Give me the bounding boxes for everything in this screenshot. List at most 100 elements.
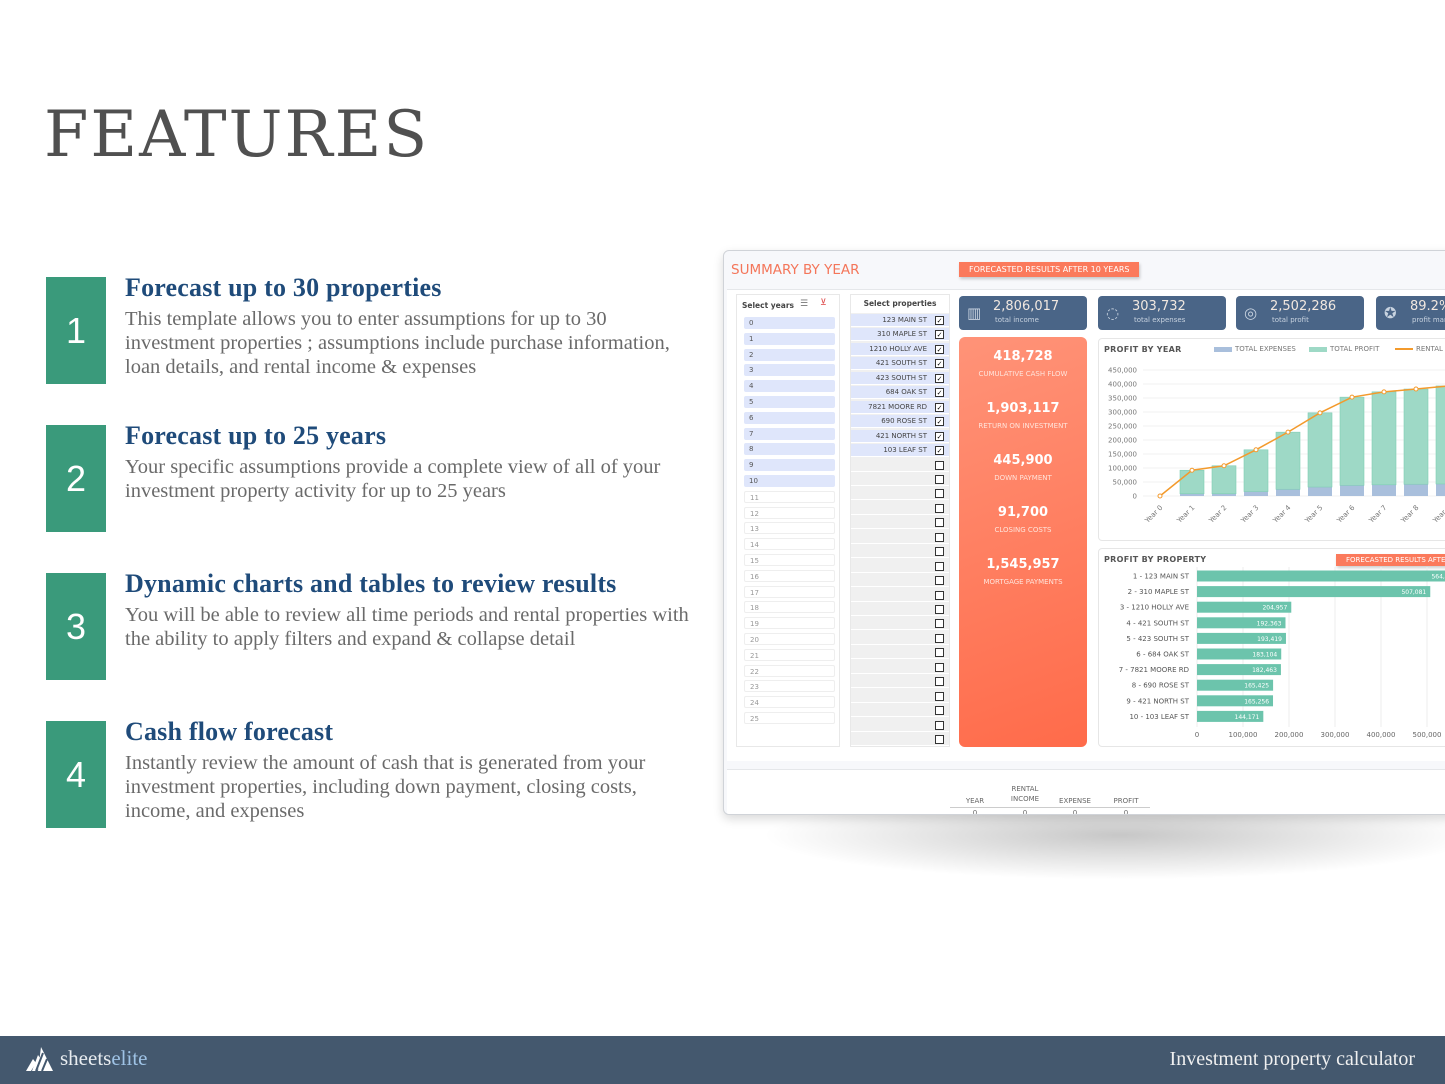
year-option[interactable]: 25 <box>744 712 835 724</box>
unchecked-checkbox-icon[interactable] <box>935 720 944 730</box>
unchecked-checkbox-icon[interactable] <box>935 460 944 470</box>
property-option[interactable]: 310 MAPLE ST ✓ <box>851 328 949 342</box>
year-option[interactable]: 14 <box>744 538 835 551</box>
x-tick-label: Year 2 <box>1207 504 1229 526</box>
property-option[interactable]: 1210 HOLLY AVE ✓ <box>851 342 949 356</box>
unchecked-checkbox-icon[interactable] <box>935 503 944 513</box>
year-option[interactable]: 0 <box>744 317 835 329</box>
property-option[interactable] <box>851 646 949 660</box>
footer: sheetselite Investment property calculat… <box>0 1036 1445 1084</box>
unchecked-checkbox-icon[interactable] <box>935 576 944 586</box>
property-option[interactable] <box>851 660 949 674</box>
unchecked-checkbox-icon[interactable] <box>935 547 944 557</box>
property-option[interactable]: 423 SOUTH ST ✓ <box>851 371 949 385</box>
year-option[interactable]: 10 <box>744 475 835 487</box>
year-option[interactable]: 6 <box>744 411 835 424</box>
year-option[interactable]: 23 <box>744 680 835 693</box>
checked-checkbox-icon[interactable]: ✓ <box>935 402 944 412</box>
year-option[interactable]: 22 <box>744 664 835 677</box>
year-option[interactable]: 5 <box>744 396 835 408</box>
unchecked-checkbox-icon[interactable] <box>935 735 944 745</box>
y-tick-label: 150,000 <box>1108 451 1137 459</box>
property-option[interactable] <box>851 689 949 703</box>
property-option[interactable]: 103 LEAF ST ✓ <box>851 444 949 458</box>
property-option[interactable] <box>851 617 949 631</box>
property-option[interactable] <box>851 472 949 486</box>
property-option[interactable]: 684 OAK ST ✓ <box>851 386 949 400</box>
unchecked-checkbox-icon[interactable] <box>935 706 944 716</box>
y-tick-label: 300,000 <box>1108 409 1137 417</box>
checked-checkbox-icon[interactable]: ✓ <box>935 446 944 456</box>
property-option[interactable] <box>851 603 949 616</box>
cycle-icon: ◌ <box>1106 304 1120 322</box>
property-option[interactable] <box>851 574 949 588</box>
year-option[interactable]: 2 <box>744 348 835 361</box>
property-option[interactable] <box>851 631 949 645</box>
year-option[interactable]: 12 <box>744 506 835 519</box>
property-option[interactable] <box>851 559 949 573</box>
checked-checkbox-icon[interactable]: ✓ <box>935 344 944 354</box>
checked-checkbox-icon[interactable]: ✓ <box>935 316 944 325</box>
property-option[interactable] <box>851 501 949 515</box>
property-option[interactable]: 421 NORTH ST ✓ <box>851 429 949 443</box>
year-option[interactable]: 16 <box>744 569 835 582</box>
year-option[interactable]: 24 <box>744 696 835 709</box>
checked-checkbox-icon[interactable]: ✓ <box>935 417 944 427</box>
year-option[interactable]: 7 <box>744 427 835 440</box>
property-option[interactable] <box>851 545 949 559</box>
checked-checkbox-icon[interactable]: ✓ <box>935 388 944 398</box>
property-option[interactable] <box>851 675 949 689</box>
checked-checkbox-icon[interactable]: ✓ <box>935 330 944 340</box>
property-option[interactable]: 7821 MOORE RD ✓ <box>851 400 949 414</box>
property-option[interactable] <box>851 718 949 732</box>
year-option[interactable]: 15 <box>744 554 835 566</box>
year-table: YEAR 0 RENTAL INCOME 0 EXPENSE 0 PROFIT 0 <box>727 769 1445 814</box>
year-option[interactable]: 13 <box>744 522 835 535</box>
checked-checkbox-icon[interactable]: ✓ <box>935 431 944 441</box>
property-option[interactable]: 690 ROSE ST ✓ <box>851 415 949 429</box>
rental-income-point <box>1157 493 1163 499</box>
year-option[interactable]: 18 <box>744 601 835 614</box>
year-option[interactable]: 3 <box>744 364 835 377</box>
property-option[interactable] <box>851 733 949 747</box>
unchecked-checkbox-icon[interactable] <box>935 474 944 484</box>
year-option[interactable]: 9 <box>744 459 835 472</box>
property-option[interactable] <box>851 588 949 602</box>
checked-checkbox-icon[interactable]: ✓ <box>935 359 944 369</box>
year-option[interactable]: 4 <box>744 380 835 393</box>
unchecked-checkbox-icon[interactable] <box>935 633 944 643</box>
property-option[interactable] <box>851 458 949 472</box>
unchecked-checkbox-icon[interactable] <box>935 662 944 672</box>
year-option[interactable]: 1 <box>744 332 835 345</box>
property-option[interactable] <box>851 487 949 501</box>
clear-filter-icon[interactable]: ⊻ <box>820 298 827 308</box>
year-option[interactable]: 21 <box>744 648 835 661</box>
property-name: 103 LEAF ST <box>883 446 927 455</box>
unchecked-checkbox-icon[interactable] <box>935 590 944 600</box>
year-option[interactable]: 20 <box>744 633 835 645</box>
property-option[interactable] <box>851 704 949 718</box>
property-option[interactable] <box>851 516 949 530</box>
multi-select-icon[interactable]: ☰ <box>800 299 809 309</box>
unchecked-checkbox-icon[interactable] <box>935 648 944 658</box>
unchecked-checkbox-icon[interactable] <box>935 561 944 571</box>
unchecked-checkbox-icon[interactable] <box>935 489 944 499</box>
unchecked-checkbox-icon[interactable] <box>935 518 944 528</box>
property-name: 421 NORTH ST <box>875 431 927 440</box>
year-option[interactable]: 19 <box>744 617 835 630</box>
property-option[interactable] <box>851 530 949 544</box>
property-option[interactable]: 123 MAIN ST ✓ <box>851 314 949 327</box>
year-option[interactable]: 17 <box>744 585 835 598</box>
metric-value: 1,903,117 <box>986 401 1060 416</box>
year-option[interactable]: 11 <box>744 490 835 503</box>
unchecked-checkbox-icon[interactable] <box>935 605 944 614</box>
property-name: 7821 MOORE RD <box>868 402 927 411</box>
unchecked-checkbox-icon[interactable] <box>935 677 944 687</box>
property-option[interactable]: 421 SOUTH ST ✓ <box>851 357 949 371</box>
unchecked-checkbox-icon[interactable] <box>935 691 944 701</box>
checked-checkbox-icon[interactable]: ✓ <box>935 373 944 383</box>
unchecked-checkbox-icon[interactable] <box>935 532 944 542</box>
x-tick-label: Year 4 <box>1271 503 1293 525</box>
year-option[interactable]: 8 <box>744 443 835 456</box>
unchecked-checkbox-icon[interactable] <box>935 619 944 629</box>
